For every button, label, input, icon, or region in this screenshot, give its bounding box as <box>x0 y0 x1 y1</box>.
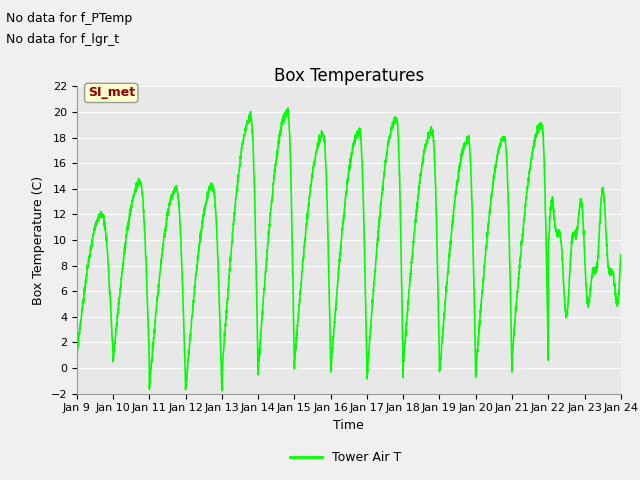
X-axis label: Time: Time <box>333 419 364 432</box>
Text: SI_met: SI_met <box>88 86 135 99</box>
Legend: Tower Air T: Tower Air T <box>285 446 406 469</box>
Text: No data for f_PTemp: No data for f_PTemp <box>6 12 132 24</box>
Title: Box Temperatures: Box Temperatures <box>274 67 424 85</box>
Y-axis label: Box Temperature (C): Box Temperature (C) <box>32 175 45 305</box>
Text: No data for f_lgr_t: No data for f_lgr_t <box>6 33 120 46</box>
